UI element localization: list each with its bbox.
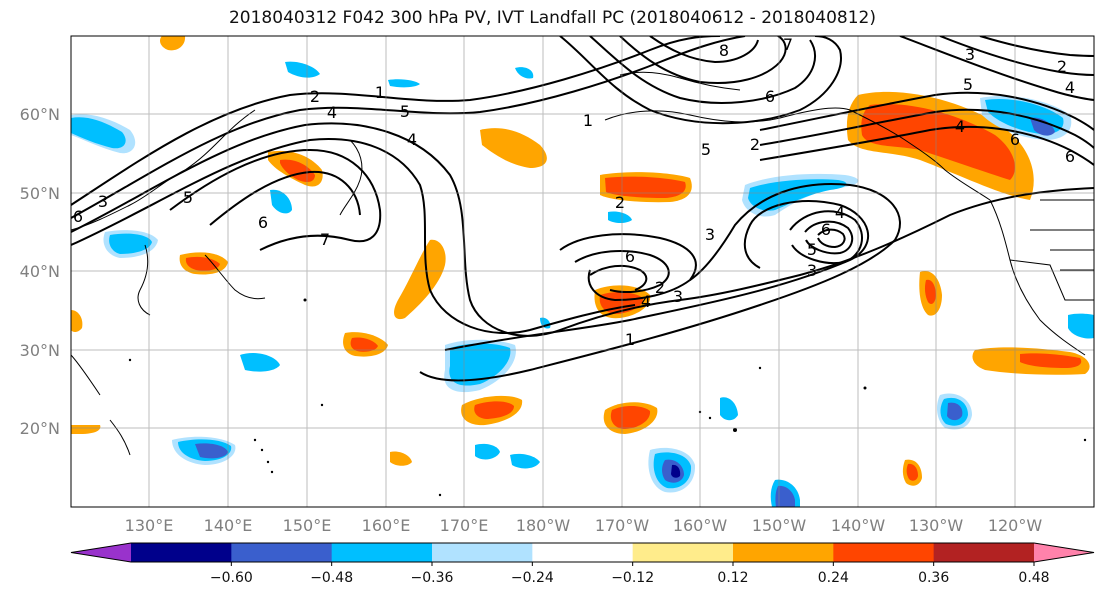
- lon-label: 160°W: [673, 516, 728, 535]
- latitude-labels: 60°N 50°N 40°N 30°N 20°N: [20, 105, 60, 438]
- colorbar-tick-label: −0.12: [611, 570, 654, 586]
- contour-label: 6: [258, 213, 268, 232]
- lon-label: 150°W: [752, 516, 807, 535]
- contour-label: 5: [183, 188, 193, 207]
- contour-label: 1: [625, 330, 635, 349]
- contour-label: 3: [673, 287, 683, 306]
- colorbar-bin: [1034, 543, 1094, 562]
- colorbar-bin: [432, 543, 533, 562]
- lat-label: 20°N: [20, 419, 60, 438]
- gridlines: [71, 36, 1094, 507]
- contour-label: 2: [655, 278, 665, 297]
- lon-label: 130°E: [125, 516, 174, 535]
- colorbar-bin: [933, 543, 1035, 562]
- colorbar-bin: [231, 543, 333, 562]
- contour-label: 5: [963, 75, 973, 94]
- lon-label: 130°W: [909, 516, 964, 535]
- contour-label: 2: [1057, 57, 1067, 76]
- map-title: 2018040312 F042 300 hPa PV, IVT Landfall…: [228, 8, 876, 28]
- lon-label: 140°E: [204, 516, 253, 535]
- contour-label: 5: [807, 240, 817, 259]
- contour-label: 2: [615, 193, 625, 212]
- contour-label: 4: [641, 292, 651, 311]
- contour-label: 4: [407, 130, 417, 149]
- colorbar-bin: [71, 543, 131, 562]
- contour-label: 3: [98, 192, 108, 211]
- lon-label: 120°W: [988, 516, 1043, 535]
- lon-label: 150°E: [283, 516, 332, 535]
- lat-label: 40°N: [20, 262, 60, 281]
- colorbar-bin: [833, 543, 935, 562]
- colorbar-outline: [70, 542, 1095, 563]
- contour-label: 6: [1065, 147, 1075, 166]
- colorbar-bin: [131, 543, 232, 562]
- contour-label: 2: [310, 87, 320, 106]
- contour-label: 4: [327, 103, 337, 122]
- colorbar-tick-label: −0.48: [310, 570, 353, 586]
- contour-label: 7: [783, 35, 793, 54]
- colorbar-tick-label: 0.48: [1018, 570, 1049, 586]
- contour-label: 1: [375, 83, 385, 102]
- map-frame: [70, 35, 1095, 508]
- contour-label: 7: [320, 230, 330, 249]
- contour-label: 4: [835, 203, 845, 222]
- lat-label: 30°N: [20, 341, 60, 360]
- lon-label: 180°W: [516, 516, 571, 535]
- colorbar-ticks: −0.60 −0.48 −0.36 −0.24 −0.12 0.12 0.24 0.36 0.4…: [210, 562, 1050, 586]
- contour-label: 6: [821, 220, 831, 239]
- colorbar-bin: [532, 543, 634, 562]
- contour-label: 8: [719, 41, 729, 60]
- colorbar: [70, 542, 1095, 563]
- contour-label: 3: [705, 225, 715, 244]
- contour-label: 1: [583, 111, 593, 130]
- longitude-labels: 130°E 140°E 150°E 160°E 170°E 180°W 170°…: [125, 516, 1043, 535]
- lon-label: 170°E: [440, 516, 489, 535]
- colorbar-bin: [632, 543, 734, 562]
- colorbar-tick-label: 0.24: [818, 570, 849, 586]
- lat-label: 60°N: [20, 105, 60, 124]
- lon-label: 140°W: [831, 516, 886, 535]
- contour-label: 2: [750, 135, 760, 154]
- colorbar-bin: [733, 543, 834, 562]
- contour-label: 3: [965, 45, 975, 64]
- contour-label: 6: [73, 207, 83, 226]
- colorbar-tick-label: −0.24: [511, 570, 554, 586]
- contour-label: 4: [1065, 78, 1075, 97]
- colorbar-bin: [331, 543, 433, 562]
- colorbar-tick-label: 0.12: [717, 570, 748, 586]
- contour-label: 6: [1010, 130, 1020, 149]
- contour-label: 3: [807, 261, 817, 280]
- colorbar-tick-label: −0.36: [411, 570, 454, 586]
- lon-label: 170°W: [595, 516, 650, 535]
- contour-label: 5: [400, 102, 410, 121]
- contour-label: 4: [955, 117, 965, 136]
- lon-label: 160°E: [362, 516, 411, 535]
- contour-label: 5: [701, 140, 711, 159]
- colorbar-tick-label: 0.36: [918, 570, 949, 586]
- lat-label: 50°N: [20, 184, 60, 203]
- contour-label: 6: [625, 247, 635, 266]
- contour-label: 6: [765, 87, 775, 106]
- colorbar-tick-label: −0.60: [210, 570, 253, 586]
